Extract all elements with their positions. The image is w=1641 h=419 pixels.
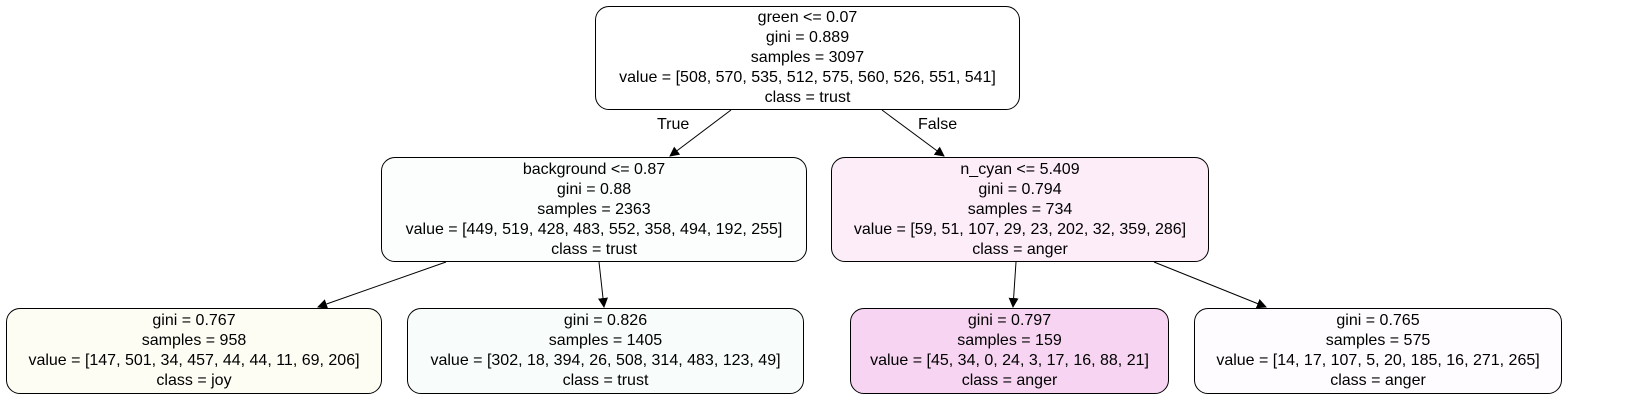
node-text-line: value = [59, 51, 107, 29, 23, 202, 32, 3…	[853, 220, 1187, 238]
node-text-line: gini = 0.797	[967, 312, 1052, 329]
node-text-line: class = trust	[551, 240, 637, 258]
edge-left-to-left-left	[317, 261, 447, 309]
node-text-line: samples = 159	[957, 332, 1062, 349]
node-text-line: class = anger	[961, 372, 1058, 389]
node-text-line: samples = 3097	[750, 49, 865, 66]
node-text-line: gini = 0.794	[978, 180, 1062, 198]
tree-node-left-left: gini = 0.767 samples = 958 value = [147, 5…	[6, 308, 382, 394]
node-text-line: class = joy	[156, 372, 232, 389]
node-text-line: value = [508, 570, 535, 512, 575, 560, 5…	[619, 69, 996, 86]
node-text-line: samples = 734	[967, 200, 1073, 218]
node-text-line: value = [14, 17, 107, 5, 20, 185, 16, 27…	[1216, 352, 1540, 369]
node-text-line: gini = 0.88	[556, 180, 632, 198]
edge-root-to-left	[669, 109, 732, 157]
node-text-line: green <= 0.07	[757, 9, 858, 26]
node-text-line: samples = 2363	[537, 200, 651, 218]
node-text-line: n_cyan <= 5.409	[960, 160, 1080, 178]
node-text-line: gini = 0.765	[1336, 312, 1420, 329]
tree-node-right-right: gini = 0.765 samples = 575 value = [14, 17…	[1194, 308, 1562, 394]
tree-node-left: background <= 0.87 gini = 0.88 samples = 2…	[381, 157, 807, 262]
tree-node-right-left: gini = 0.797 samples = 159 value = [45, 34…	[850, 308, 1169, 394]
node-text-line: samples = 575	[1325, 332, 1431, 349]
node-text-line: value = [45, 34, 0, 24, 3, 17, 16, 88, 2…	[870, 352, 1149, 369]
tree-node-right: n_cyan <= 5.409 gini = 0.794 samples = 734…	[831, 157, 1209, 262]
edge-right-to-right-right	[1153, 261, 1267, 309]
tree-node-root: green <= 0.07 gini = 0.889 samples = 3097 v…	[595, 6, 1020, 110]
node-text-line: class = trust	[562, 372, 649, 389]
tree-node-left-right: gini = 0.826 samples = 1405 value = [302, …	[407, 308, 804, 394]
edge-label-false: False	[918, 116, 958, 133]
node-text-line: gini = 0.767	[152, 312, 236, 329]
edge-right-to-right-left	[1008, 261, 1019, 308]
node-text-line: gini = 0.889	[765, 29, 850, 46]
node-text-line: class = anger	[972, 240, 1068, 258]
node-text-line: value = [147, 501, 34, 457, 44, 44, 11, …	[28, 352, 360, 369]
node-text-line: background <= 0.87	[522, 160, 666, 178]
node-text-line: value = [302, 18, 394, 26, 508, 314, 483…	[430, 352, 781, 369]
node-text-line: class = anger	[1330, 372, 1426, 389]
node-text-line: class = trust	[764, 89, 851, 106]
node-text-line: samples = 1405	[548, 332, 663, 349]
edge-left-to-left-right	[598, 261, 608, 308]
node-text-line: gini = 0.826	[563, 312, 648, 329]
edge-root-to-right	[881, 109, 945, 157]
node-text-line: samples = 958	[141, 332, 247, 349]
edge-label-true: True	[657, 116, 690, 133]
node-text-line: value = [449, 519, 428, 483, 552, 358, 4…	[405, 220, 783, 238]
